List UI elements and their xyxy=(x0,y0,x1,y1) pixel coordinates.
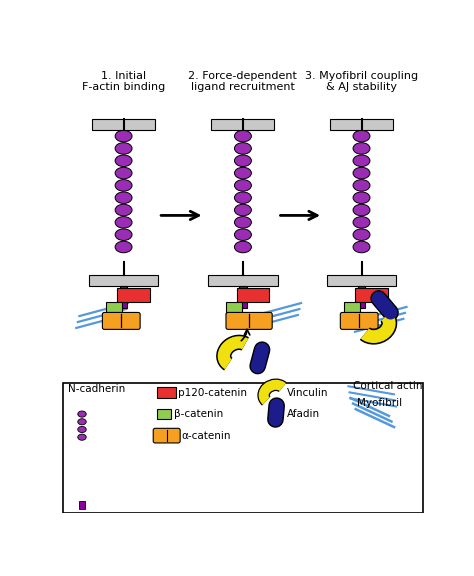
Ellipse shape xyxy=(115,167,132,179)
Ellipse shape xyxy=(235,155,251,166)
Bar xyxy=(211,119,274,130)
Text: N-cadherin: N-cadherin xyxy=(68,384,126,395)
Text: 3. Myofibril coupling
& AJ stability: 3. Myofibril coupling & AJ stability xyxy=(305,71,418,92)
Bar xyxy=(226,302,242,317)
Text: 1. Initial
F-actin binding: 1. Initial F-actin binding xyxy=(82,71,165,92)
Bar xyxy=(237,288,269,302)
Bar xyxy=(92,119,155,130)
Ellipse shape xyxy=(235,167,251,179)
FancyBboxPatch shape xyxy=(340,312,378,329)
Ellipse shape xyxy=(235,241,251,253)
Bar xyxy=(79,501,85,509)
Ellipse shape xyxy=(353,229,370,240)
Bar xyxy=(106,302,122,317)
Ellipse shape xyxy=(115,192,132,203)
Ellipse shape xyxy=(115,155,132,166)
Text: p120-catenin: p120-catenin xyxy=(178,388,247,397)
Ellipse shape xyxy=(353,155,370,166)
Ellipse shape xyxy=(78,426,86,433)
Bar xyxy=(157,409,171,419)
Ellipse shape xyxy=(235,192,251,203)
FancyBboxPatch shape xyxy=(153,429,180,443)
Ellipse shape xyxy=(235,130,251,142)
Text: 2. Force-dependent
ligand recruitment: 2. Force-dependent ligand recruitment xyxy=(189,71,297,92)
Bar xyxy=(118,288,150,302)
Ellipse shape xyxy=(115,229,132,240)
Text: Afadin: Afadin xyxy=(287,409,320,419)
Ellipse shape xyxy=(235,204,251,216)
Ellipse shape xyxy=(78,419,86,425)
Bar xyxy=(344,302,360,317)
Ellipse shape xyxy=(115,204,132,216)
Ellipse shape xyxy=(353,217,370,228)
Bar xyxy=(89,275,158,286)
Ellipse shape xyxy=(235,229,251,240)
Ellipse shape xyxy=(353,180,370,191)
Text: α-catenin: α-catenin xyxy=(182,431,231,441)
Ellipse shape xyxy=(115,130,132,142)
Text: Vinculin: Vinculin xyxy=(287,388,328,397)
Bar xyxy=(358,286,365,308)
Bar xyxy=(239,286,247,308)
Bar xyxy=(157,387,176,398)
Ellipse shape xyxy=(353,241,370,253)
Text: Myofibril: Myofibril xyxy=(357,398,402,408)
Text: β-catenin: β-catenin xyxy=(173,409,223,419)
Ellipse shape xyxy=(353,143,370,154)
Ellipse shape xyxy=(353,204,370,216)
Ellipse shape xyxy=(115,143,132,154)
Bar xyxy=(356,288,388,302)
Ellipse shape xyxy=(78,411,86,417)
Ellipse shape xyxy=(235,143,251,154)
Ellipse shape xyxy=(78,434,86,440)
Ellipse shape xyxy=(353,167,370,179)
Bar xyxy=(120,286,128,308)
Ellipse shape xyxy=(235,180,251,191)
Ellipse shape xyxy=(115,180,132,191)
Ellipse shape xyxy=(235,217,251,228)
Ellipse shape xyxy=(353,130,370,142)
Bar xyxy=(63,383,423,513)
Ellipse shape xyxy=(115,241,132,253)
FancyBboxPatch shape xyxy=(102,312,140,329)
FancyBboxPatch shape xyxy=(226,312,272,329)
Bar xyxy=(327,275,396,286)
Text: Cortical actin: Cortical actin xyxy=(353,381,422,391)
Bar xyxy=(208,275,278,286)
Ellipse shape xyxy=(115,217,132,228)
Ellipse shape xyxy=(353,192,370,203)
Bar xyxy=(330,119,393,130)
